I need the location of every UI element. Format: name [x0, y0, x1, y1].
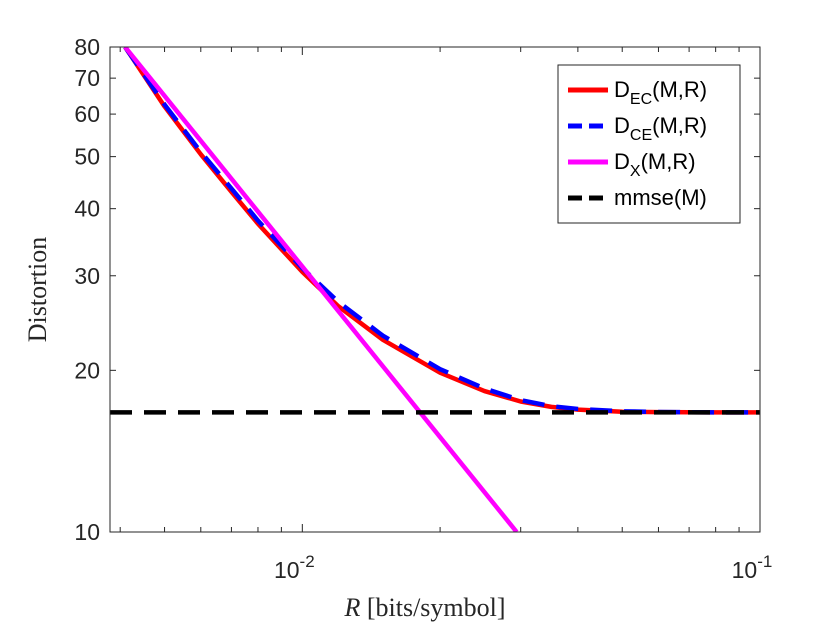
series-line-2 — [123, 47, 519, 532]
legend-label-0: DEC(M,R) — [614, 77, 707, 108]
y-tick-label: 70 — [74, 65, 100, 91]
x-tick-label: 10-1 — [732, 552, 773, 583]
x-axis-title: R [bits/symbol] — [343, 593, 505, 622]
y-tick-label: 80 — [74, 34, 100, 60]
legend-label-1: DCE(M,R) — [614, 113, 707, 144]
y-axis-title: Distortion — [23, 237, 52, 342]
x-tick-label: 10-2 — [274, 552, 315, 583]
axes: 10 20 30 40 50 60 70 80 10-2 10-1 R [bits/symbol] D… — [23, 34, 772, 622]
y-tick-label: 20 — [74, 357, 100, 383]
y-tick-label: 60 — [74, 101, 100, 127]
legend: DEC(M,R) DCE(M,R) DX(M,R) mmse(M) — [557, 64, 741, 224]
y-tick-label: 50 — [74, 144, 100, 170]
legend-label-3: mmse(M) — [614, 185, 707, 210]
axes-box — [109, 46, 761, 533]
y-tick-label: 10 — [74, 519, 100, 545]
legend-label-2: DX(M,R) — [614, 149, 696, 180]
y-tick-label: 30 — [74, 263, 100, 289]
plot-area — [110, 47, 760, 532]
y-tick-label: 40 — [74, 196, 100, 222]
